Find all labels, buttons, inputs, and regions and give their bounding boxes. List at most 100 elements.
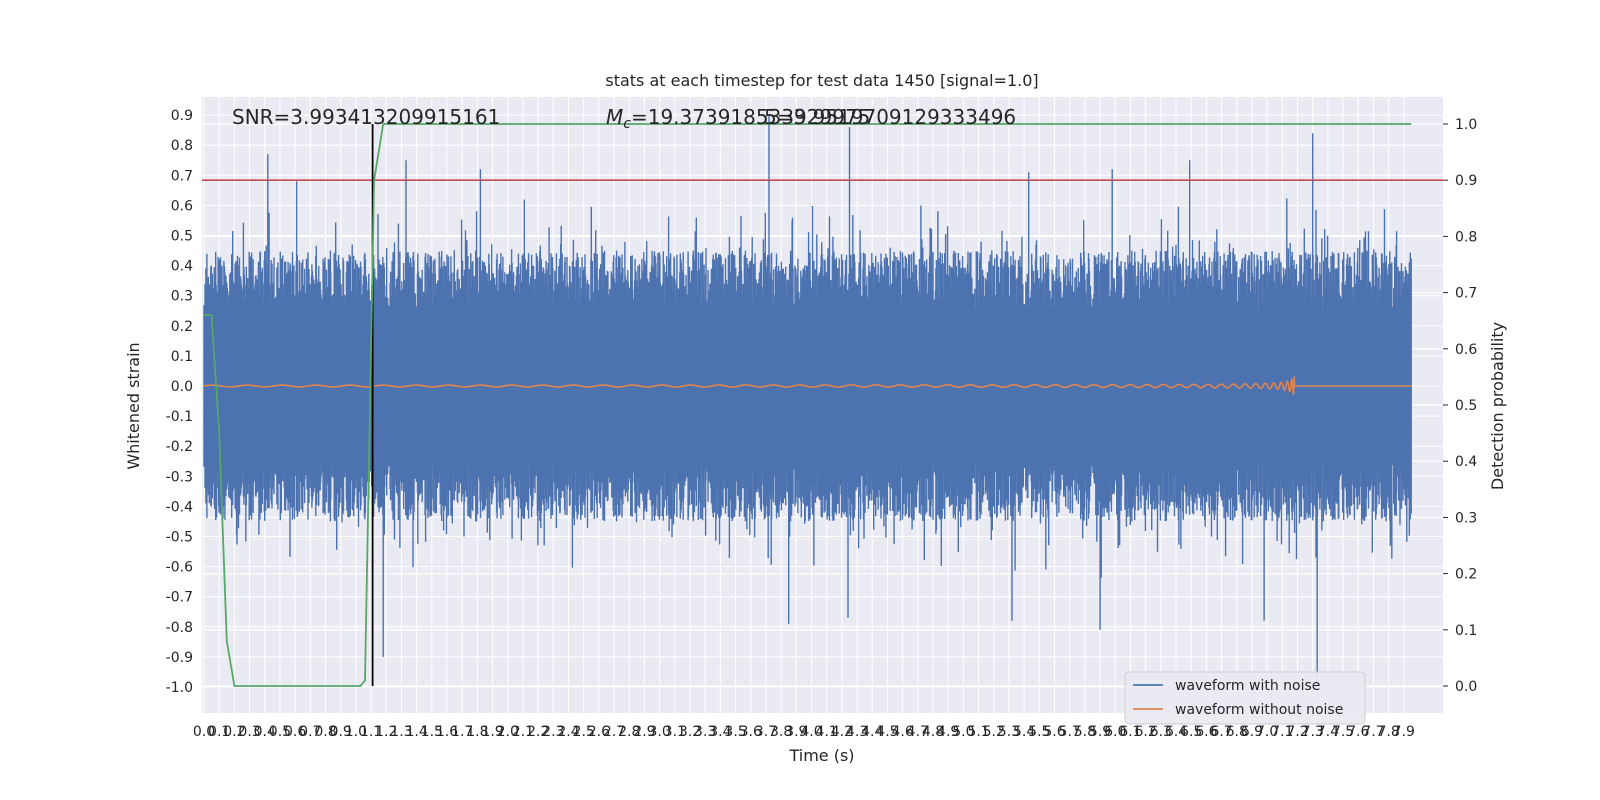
- y2-tick-label: 0.0: [1455, 679, 1477, 695]
- annotation-chirp-mass-value: =19.373918533929975: [631, 105, 870, 129]
- y-tick-label: 0.6: [171, 198, 193, 214]
- x-tick-label: 6.4: [1165, 724, 1187, 740]
- x-tick-label: 6.8: [1226, 724, 1248, 740]
- x-tick-label: 2.9: [633, 724, 655, 740]
- annotation-overlap: 5=3.9519709129333496: [764, 105, 1016, 129]
- y-tick-label: 0.5: [171, 229, 193, 245]
- legend-entry-clean: waveform without noise: [1175, 702, 1343, 718]
- y-tick-label: -0.3: [166, 469, 193, 485]
- x-tick-label: 7.6: [1347, 724, 1369, 740]
- x-tick-label: 3.6: [740, 724, 762, 740]
- y2-tick-label: 0.1: [1455, 623, 1477, 639]
- x-tick-label: 5.5: [1028, 724, 1050, 740]
- y-tick-label: 0.4: [171, 259, 193, 275]
- x-tick-label: 1.9: [481, 724, 503, 740]
- x-tick-label: 4.2: [831, 724, 853, 740]
- x-tick-label: 6.7: [1210, 724, 1232, 740]
- y2-tick-label: 0.9: [1455, 173, 1477, 189]
- x-tick-label: 6.1: [1119, 724, 1141, 740]
- x-tick-label: 1.8: [466, 724, 488, 740]
- x-tick-label: 4.4: [861, 724, 883, 740]
- y2-tick-label: 0.7: [1455, 286, 1477, 302]
- x-tick-label: 3.5: [724, 724, 746, 740]
- x-tick-label: 7.3: [1302, 724, 1324, 740]
- x-tick-label: 4.5: [876, 724, 898, 740]
- x-tick-label: 1.2: [375, 724, 397, 740]
- x-tick-label: 6.2: [1134, 724, 1156, 740]
- x-tick-label: 3.2: [679, 724, 701, 740]
- x-tick-label: 4.8: [922, 724, 944, 740]
- x-tick-label: 5.9: [1089, 724, 1111, 740]
- overlay-lines: [202, 123, 1443, 687]
- y2-tick-label: 0.6: [1455, 342, 1477, 358]
- x-tick-label: 4.3: [846, 724, 868, 740]
- x-tick-label: 5.4: [1013, 724, 1035, 740]
- y-tick-label: 0.8: [171, 138, 193, 154]
- y2-axis-ticks: 1.0 0.9 0.8 0.7 0.6 0.5 0.4 0.3 0.2 0.1 0.0: [1443, 117, 1477, 695]
- y2-tick-label: 0.2: [1455, 567, 1477, 583]
- x-tick-label: 0.6: [284, 724, 306, 740]
- legend-box: [1124, 671, 1366, 725]
- y-tick-label: -0.8: [166, 620, 193, 636]
- y-tick-label: 0.9: [171, 108, 193, 124]
- annotation-chirp-mass-subscript: c: [623, 116, 631, 132]
- x-tick-label: 6.5: [1180, 724, 1202, 740]
- x-axis-label: Time (s): [788, 746, 854, 765]
- x-tick-label: 2.2: [527, 724, 549, 740]
- x-tick-label: 5.0: [952, 724, 974, 740]
- y-tick-label: -0.4: [166, 499, 193, 515]
- y-tick-label: -0.5: [166, 530, 193, 546]
- x-tick-label: 2.1: [512, 724, 534, 740]
- x-tick-label: 3.1: [664, 724, 686, 740]
- x-tick-label: 0.2: [223, 724, 245, 740]
- y-tick-label: 0.3: [171, 289, 193, 305]
- x-tick-label: 2.8: [618, 724, 640, 740]
- x-tick-label: 0.9: [330, 724, 352, 740]
- x-tick-label: 5.1: [967, 724, 989, 740]
- y-tick-label: -0.2: [166, 439, 193, 455]
- annotation-snr: SNR=3.993413209915161: [232, 105, 500, 129]
- x-tick-label: 1.5: [421, 724, 443, 740]
- x-tick-label: 1.6: [436, 724, 458, 740]
- x-tick-label: 2.0: [497, 724, 519, 740]
- y-tick-label: 0.1: [171, 349, 193, 365]
- x-tick-label: 6.3: [1150, 724, 1172, 740]
- x-tick-label: 2.6: [588, 724, 610, 740]
- y2-tick-label: 0.5: [1455, 398, 1477, 414]
- x-tick-label: 7.5: [1332, 724, 1354, 740]
- x-tick-label: 1.7: [451, 724, 473, 740]
- x-tick-label: 5.2: [983, 724, 1005, 740]
- x-tick-label: 2.7: [603, 724, 625, 740]
- y-tick-label: -1.0: [166, 680, 193, 696]
- x-tick-label: 5.8: [1074, 724, 1096, 740]
- y-tick-label: 0.0: [171, 379, 193, 395]
- y2-tick-label: 1.0: [1455, 117, 1477, 133]
- y2-tick-label: 0.8: [1455, 229, 1477, 245]
- x-tick-label: 1.4: [405, 724, 427, 740]
- y-tick-label: -0.9: [166, 650, 193, 666]
- x-tick-label: 3.0: [648, 724, 670, 740]
- y-tick-label: 0.2: [171, 319, 193, 335]
- legend: waveform with noise waveform without noi…: [1124, 671, 1366, 725]
- annotation-chirp-mass-symbol: M: [606, 105, 623, 129]
- y-tick-label: -0.1: [166, 409, 193, 425]
- x-tick-label: 7.2: [1286, 724, 1308, 740]
- x-tick-label: 7.1: [1271, 724, 1293, 740]
- x-tick-label: 0.8: [314, 724, 336, 740]
- y-tick-label: -0.6: [166, 560, 193, 576]
- x-tick-label: 4.0: [800, 724, 822, 740]
- legend-entry-noise: waveform with noise: [1175, 678, 1320, 694]
- x-tick-label: 0.7: [299, 724, 321, 740]
- x-tick-label: 3.4: [709, 724, 731, 740]
- x-tick-label: 2.5: [573, 724, 595, 740]
- x-tick-label: 3.3: [694, 724, 716, 740]
- x-tick-label: 4.1: [816, 724, 838, 740]
- x-tick-label: 3.7: [755, 724, 777, 740]
- chart-title: stats at each timestep for test data 145…: [605, 71, 1038, 90]
- x-tick-label: 7.7: [1362, 724, 1384, 740]
- y2-tick-label: 0.3: [1455, 510, 1477, 526]
- x-tick-label: 0.0: [193, 724, 215, 740]
- x-tick-label: 3.8: [770, 724, 792, 740]
- x-tick-label: 4.6: [891, 724, 913, 740]
- x-tick-label: 5.6: [1043, 724, 1065, 740]
